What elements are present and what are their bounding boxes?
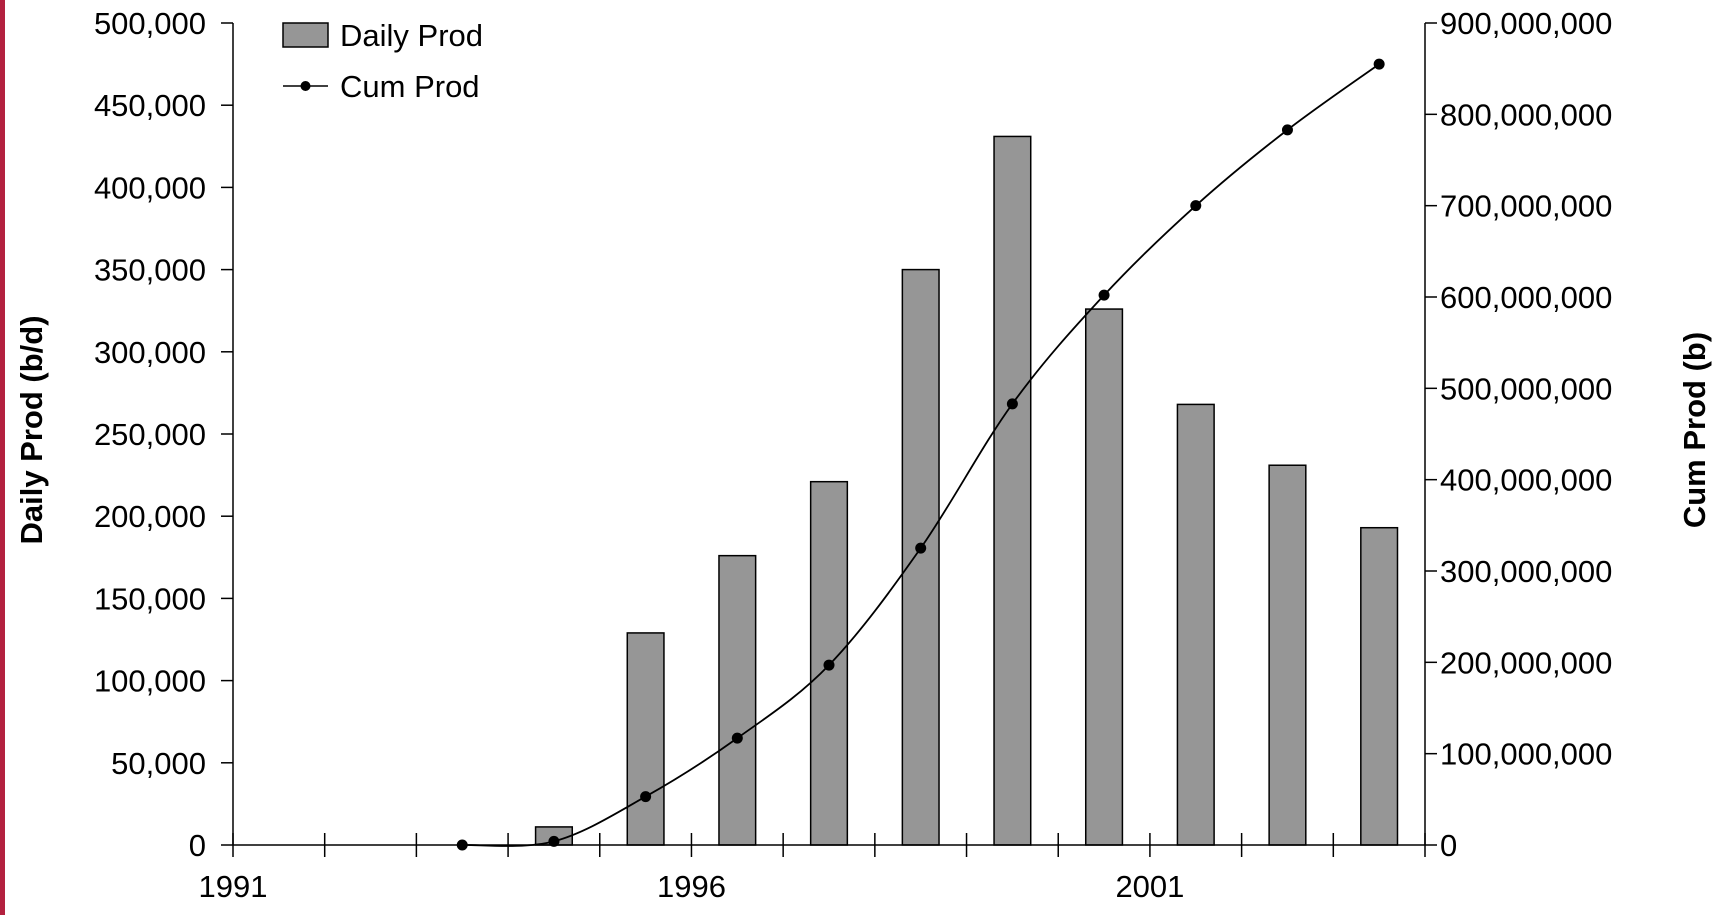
cum-line-group [456, 58, 1385, 851]
bars-group [534, 135, 1399, 846]
x-tick-label: 1996 [657, 869, 726, 904]
cum-prod-point [731, 732, 743, 744]
bar-daily-prod [1176, 403, 1215, 846]
right-tick-label: 600,000,000 [1440, 280, 1612, 315]
x-axis-ticks: 1991 1996 2001 [199, 833, 1426, 904]
legend-swatch-cum-prod-marker [300, 81, 311, 91]
right-tick-label: 0 [1440, 828, 1457, 863]
right-tick-label: 500,000,000 [1440, 371, 1612, 406]
right-tick-label: 100,000,000 [1440, 737, 1612, 772]
left-tick-label: 400,000 [94, 170, 206, 205]
bar-daily-prod [901, 268, 940, 846]
bar-daily-prod [993, 135, 1032, 846]
right-tick-label: 300,000,000 [1440, 554, 1612, 589]
left-axis-ticks: 0 50,000 100,000 150,000 200,000 250,000 300,0… [94, 6, 233, 863]
legend-label-daily-prod: Daily Prod [340, 18, 483, 53]
right-tick-label: 700,000,000 [1440, 189, 1612, 224]
bar-daily-prod [1084, 308, 1124, 846]
cum-prod-point [548, 835, 560, 847]
cum-prod-point [640, 791, 652, 803]
right-tick-label: 200,000,000 [1440, 645, 1612, 680]
bar-daily-prod [626, 632, 665, 846]
right-axis-title: Cum Prod (b) [1677, 332, 1712, 528]
right-tick-label: 800,000,000 [1440, 97, 1612, 132]
cum-prod-point [1281, 124, 1293, 136]
left-tick-label: 500,000 [94, 6, 206, 41]
bar-daily-prod [718, 554, 757, 846]
cum-prod-point [1098, 289, 1110, 301]
cum-prod-point [915, 542, 927, 554]
cum-prod-line [462, 63, 1380, 847]
left-tick-label: 150,000 [94, 581, 206, 616]
right-axis-ticks: 0 100,000,000 200,000,000 300,000,000 400,00… [1425, 6, 1612, 863]
left-tick-label: 0 [189, 828, 206, 863]
right-tick-label: 400,000,000 [1440, 463, 1612, 498]
legend-swatch-daily-prod [282, 22, 329, 48]
cum-prod-point [1006, 398, 1018, 410]
accent-bar [0, 0, 5, 915]
x-tick-label: 1991 [199, 869, 268, 904]
legend: Daily Prod Cum Prod [282, 18, 483, 104]
bar-daily-prod [1360, 526, 1399, 846]
left-tick-label: 450,000 [94, 88, 206, 123]
left-axis-title: Daily Prod (b/d) [14, 315, 49, 544]
bar-daily-prod [1268, 464, 1307, 846]
left-tick-label: 50,000 [111, 746, 206, 781]
cum-prod-point [823, 659, 835, 671]
left-tick-label: 350,000 [94, 253, 206, 288]
left-tick-label: 200,000 [94, 499, 206, 534]
right-tick-label: 900,000,000 [1440, 6, 1612, 41]
cum-prod-point [1190, 200, 1202, 212]
x-tick-label: 2001 [1115, 869, 1184, 904]
left-tick-label: 250,000 [94, 417, 206, 452]
legend-label-cum-prod: Cum Prod [340, 69, 480, 104]
cum-prod-point [1373, 58, 1385, 70]
left-tick-label: 100,000 [94, 664, 206, 699]
left-tick-label: 300,000 [94, 335, 206, 370]
